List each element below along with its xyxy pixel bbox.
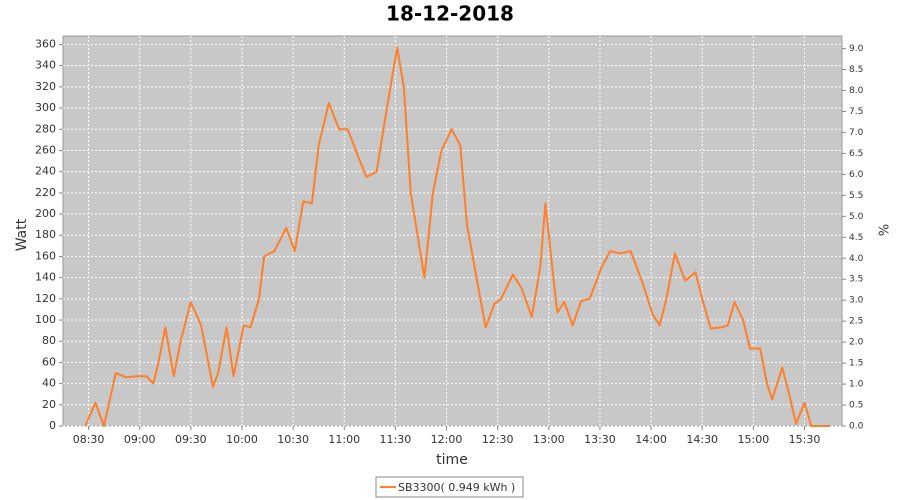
y2-tick-label: 4.0 [849,254,864,264]
y2-tick-label: 7.5 [849,107,863,117]
y-tick-label: 300 [35,101,56,114]
y2-tick-label: 5.0 [849,212,864,222]
y2-tick-label: 3.5 [849,275,863,285]
series-line [84,46,831,427]
y2-tick-label: 6.5 [849,149,863,159]
y2-tick-label: 4.5 [849,233,863,243]
y2-tick-label: 8.5 [849,65,863,75]
y-tick-label: 160 [35,249,56,262]
y-tick-label: 100 [35,313,56,326]
y2-tick-label: 0.5 [849,401,863,411]
y-tick-label: 260 [35,143,56,156]
x-tick-label: 12:30 [482,433,514,446]
y2-tick-label: 5.5 [849,191,863,201]
legend-label: SB3300( 0.949 kWh ) [398,481,515,494]
y-tick-label: 360 [35,37,56,50]
y2-tick-label: 0.0 [849,422,864,432]
x-tick-label: 10:30 [277,433,309,446]
y-tick-label: 320 [35,80,56,93]
x-tick-label: 10:00 [226,433,258,446]
y2-tick-label: 6.0 [849,170,864,180]
y-tick-label: 240 [35,165,56,178]
x-tick-label: 12:00 [431,433,463,446]
y-tick-label: 40 [42,377,56,390]
y-tick-label: 340 [35,59,56,72]
plot-area [62,35,843,427]
x-tick-label: 15:30 [789,433,821,446]
y2-tick-label: 1.0 [849,380,864,390]
x-tick-label: 14:00 [635,433,667,446]
chart-title: 18-12-2018 [386,2,514,26]
y2-tick-label: 2.0 [849,338,864,348]
x-tick-label: 14:30 [686,433,718,446]
x-tick-label: 15:00 [738,433,770,446]
y-tick-label: 0 [49,419,56,432]
x-tick-label: 09:30 [175,433,207,446]
y-tick-label: 140 [35,271,56,284]
y-tick-label: 60 [42,355,56,368]
y-tick-label: 180 [35,228,56,241]
x-axis-label: time [436,452,468,468]
x-tick-label: 11:30 [380,433,412,446]
x-tick-label: 13:00 [533,433,565,446]
y-tick-label: 80 [42,334,56,347]
y-axis-label: Watt [14,218,30,251]
y-tick-label: 280 [35,122,56,135]
y-tick-label: 200 [35,207,56,220]
y-tick-label: 20 [42,398,56,411]
y2-tick-label: 2.5 [849,317,863,327]
y2-tick-label: 3.0 [849,296,864,306]
y2-tick-label: 8.0 [849,86,864,96]
y2-axis-label: % [875,224,890,236]
y-tick-label: 120 [35,292,56,305]
y-tick-label: 220 [35,186,56,199]
x-tick-label: 11:00 [328,433,360,446]
x-tick-label: 08:30 [73,433,105,446]
y2-tick-label: 1.5 [849,359,863,369]
x-tick-label: 09:00 [124,433,156,446]
legend [375,476,524,498]
y2-tick-label: 7.0 [849,128,864,138]
y2-tick-label: 9.0 [849,44,864,54]
x-tick-label: 13:30 [584,433,616,446]
